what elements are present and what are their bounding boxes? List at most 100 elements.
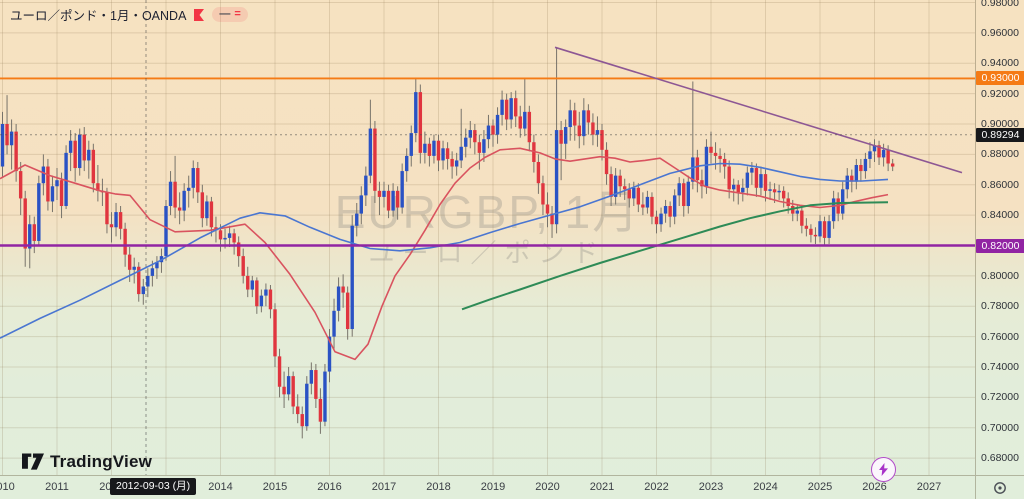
candle-up	[405, 155, 409, 172]
candle-down	[96, 183, 100, 191]
candle-down	[604, 149, 609, 175]
candle-up	[223, 237, 227, 240]
candle-up	[355, 213, 359, 226]
candle-up	[495, 114, 500, 135]
candle-down	[886, 149, 890, 164]
candle-down	[641, 204, 645, 208]
candle-down	[73, 140, 77, 169]
candle-up	[132, 266, 136, 270]
candle-up	[841, 189, 845, 214]
candle-down	[14, 131, 18, 172]
candle-up	[250, 280, 254, 290]
tradingview-logo-icon	[22, 453, 44, 470]
candle-up	[391, 190, 395, 211]
legend-toolbar-pill[interactable]: — =	[212, 7, 248, 22]
candle-down	[18, 171, 23, 199]
candle-down	[314, 370, 318, 399]
candle-up	[691, 157, 695, 182]
candle-down	[105, 192, 109, 225]
candle-down	[300, 414, 304, 427]
candle-up	[732, 184, 736, 190]
chart-plot-area[interactable]: EURGBP, 1月 ユーロ／ポンド	[0, 0, 975, 475]
candle-down	[800, 210, 804, 226]
candle-down	[736, 184, 740, 193]
candle-up	[41, 166, 46, 184]
price-axis[interactable]: 0.98000 0.96000 0.94000 0.92000 0.90000 0.880…	[975, 0, 1024, 475]
bookmark-icon[interactable]	[193, 8, 205, 22]
chart-legend[interactable]: ユーロ／ポンド・1月・OANDA — =	[10, 5, 248, 24]
candle-up	[259, 295, 264, 307]
candle-up	[759, 174, 763, 188]
candle-down	[813, 234, 818, 237]
candle-up	[191, 168, 195, 188]
candle-up	[423, 143, 427, 153]
candle-up	[845, 175, 849, 190]
candle-down	[754, 168, 759, 188]
price-tick-label: 0.70000	[981, 421, 1019, 434]
candle-up	[509, 98, 513, 120]
candle-down	[668, 206, 672, 217]
candle-down	[636, 187, 641, 205]
tradingview-logo[interactable]: TradingView	[22, 452, 152, 472]
instant-order-button[interactable]	[871, 457, 896, 482]
candle-up	[0, 124, 5, 167]
candlestick-chart[interactable]	[0, 0, 975, 475]
candle-up	[78, 134, 82, 169]
candle-down	[713, 152, 718, 156]
price-tick-label: 0.72000	[981, 391, 1019, 404]
candle-up	[164, 206, 168, 257]
candle-down	[241, 256, 245, 276]
candle-up	[114, 212, 118, 228]
candle-up	[677, 183, 681, 196]
candle-up	[28, 224, 32, 249]
candle-down	[718, 155, 722, 159]
candle-up	[745, 172, 750, 188]
candle-up	[336, 286, 341, 311]
candle-down	[695, 157, 700, 181]
ma-slow-green-line	[461, 201, 889, 311]
candle-down	[377, 190, 382, 197]
candle-up	[332, 310, 336, 337]
candle-down	[200, 192, 205, 219]
gear-icon[interactable]	[993, 481, 1007, 495]
candle-up	[881, 149, 886, 158]
candle-up	[568, 110, 572, 128]
candle-down	[427, 143, 432, 156]
candle-up	[750, 168, 754, 173]
candle-up	[55, 180, 59, 187]
candle-up	[414, 92, 418, 134]
candle-up	[554, 130, 559, 225]
candle-up	[872, 145, 877, 152]
candle-up	[868, 151, 872, 159]
candle-down	[727, 166, 731, 190]
candle-up	[205, 201, 209, 219]
candle-down	[445, 148, 450, 159]
candle-up	[704, 146, 709, 187]
more-options-icon[interactable]: =	[234, 8, 241, 20]
candle-up	[50, 186, 55, 202]
candle-down	[772, 189, 777, 193]
hide-indicator-icon[interactable]: —	[219, 8, 231, 20]
price-tick-label: 0.84000	[981, 209, 1019, 222]
candle-up	[672, 195, 677, 217]
price-tick-label: 0.98000	[981, 0, 1019, 9]
candle-down	[59, 180, 64, 207]
candle-down	[536, 161, 541, 184]
candle-up	[482, 139, 486, 153]
crosshair-price-badge: 0.89294	[976, 127, 1024, 142]
candle-up	[459, 146, 463, 161]
year-tick-label: 2027	[916, 481, 942, 493]
candle-up	[663, 206, 668, 214]
candle-down	[850, 175, 854, 182]
candle-up	[305, 383, 309, 427]
candle-up	[155, 262, 159, 269]
descending-trendline[interactable]	[554, 46, 963, 174]
candle-down	[550, 213, 554, 225]
candle-down	[890, 163, 895, 167]
candle-up	[831, 198, 836, 222]
candle-up	[64, 152, 68, 207]
price-axis-settings-corner[interactable]	[975, 475, 1024, 499]
ma-mid-blue-line	[0, 162, 889, 339]
candle-down	[82, 134, 86, 161]
candle-up	[400, 171, 404, 208]
